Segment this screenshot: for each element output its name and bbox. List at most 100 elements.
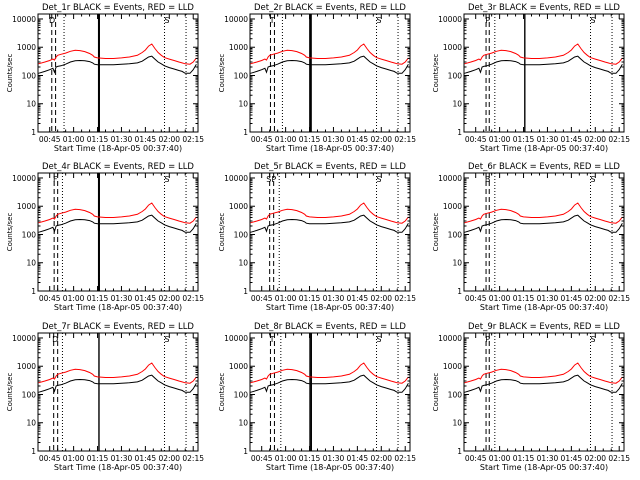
- y-tick-label: 10: [452, 419, 462, 428]
- x-tick-label: 01:15: [513, 454, 535, 463]
- plot-area: [38, 14, 197, 132]
- x-tick-label: 01:30: [537, 454, 559, 463]
- x-tick-label: 01:45: [347, 454, 369, 463]
- x-axis-label: Start Time (18-Apr-05 00:37:40): [480, 144, 608, 153]
- y-axis-label: Counts/sec: [432, 373, 440, 412]
- x-tick-label: 01:30: [323, 135, 345, 144]
- y-tick-label: 10000: [438, 15, 462, 24]
- event-marker-label: T: [269, 16, 275, 25]
- x-tick-label: 01:00: [275, 135, 297, 144]
- plot-area: [38, 333, 197, 451]
- plot-frame: [249, 13, 411, 133]
- x-tick-label: 01:30: [323, 294, 345, 303]
- y-tick-label: 100: [448, 71, 463, 80]
- series-line-events: [250, 214, 409, 233]
- plot-frame: [249, 332, 411, 452]
- x-tick-label: 01:45: [347, 135, 369, 144]
- y-tick-label: 100: [234, 71, 249, 80]
- series-line-lld: [250, 362, 409, 384]
- x-tick-label: 01:45: [135, 454, 157, 463]
- x-tick-label: 01:15: [299, 135, 321, 144]
- series-line-lld: [38, 362, 197, 384]
- x-tick-label: 02:15: [182, 135, 204, 144]
- series-line-events: [38, 214, 197, 233]
- y-tick-label: 10000: [12, 174, 36, 183]
- plot-frame: [463, 13, 625, 133]
- x-tick-label: 02:00: [584, 454, 606, 463]
- x-tick-label: 02:00: [584, 294, 606, 303]
- plot-area: [250, 333, 409, 451]
- chart-title: Det_3r BLACK = Events, RED = LLD: [468, 3, 620, 13]
- x-tick-label: 00:45: [251, 454, 273, 463]
- x-tick-label: 01:00: [63, 454, 85, 463]
- event-marker-label: D: [49, 16, 55, 25]
- y-tick-label: 1: [243, 447, 248, 456]
- x-tick-label: 01:15: [87, 294, 109, 303]
- x-axis-label: Start Time (18-Apr-05 00:37:40): [54, 303, 182, 312]
- x-tick-label: 01:45: [561, 135, 583, 144]
- y-axis-label: Counts/sec: [218, 213, 226, 252]
- x-tick-label: 01:45: [561, 294, 583, 303]
- plot-area: [250, 173, 409, 291]
- x-tick-label: 01:30: [111, 454, 133, 463]
- plot-area: [464, 14, 623, 132]
- x-tick-label: 00:45: [465, 294, 487, 303]
- y-tick-label: 1000: [17, 362, 36, 371]
- y-axis-label: Counts/sec: [6, 54, 14, 93]
- x-tick-label: 02:00: [370, 135, 392, 144]
- x-axis-label: Start Time (18-Apr-05 00:37:40): [266, 303, 394, 312]
- x-tick-label: 01:00: [489, 294, 511, 303]
- x-tick-label: 01:15: [513, 135, 535, 144]
- plot-area: [38, 173, 197, 291]
- event-marker-label: S: [376, 335, 381, 344]
- y-axis-label: Counts/sec: [218, 373, 226, 412]
- y-tick-label: 10: [452, 100, 462, 109]
- x-tick-label: 00:45: [251, 135, 273, 144]
- chart-title: Det_4r BLACK = Events, RED = LLD: [42, 162, 194, 172]
- y-tick-label: 100: [234, 230, 249, 239]
- y-tick-label: 10000: [224, 174, 248, 183]
- x-tick-label: 01:00: [275, 294, 297, 303]
- chart-title: Det_9r BLACK = Events, RED = LLD: [468, 322, 620, 332]
- y-tick-label: 1: [457, 287, 462, 296]
- y-tick-label: 1: [31, 128, 36, 137]
- chart-title: Det_5r BLACK = Events, RED = LLD: [254, 162, 406, 172]
- x-tick-label: 02:00: [370, 294, 392, 303]
- series-line-lld: [464, 202, 623, 224]
- y-tick-label: 100: [448, 390, 463, 399]
- y-tick-label: 10: [26, 419, 36, 428]
- x-tick-label: 01:00: [489, 135, 511, 144]
- series-line-events: [250, 374, 409, 393]
- series-line-events: [464, 214, 623, 233]
- y-tick-label: 1000: [443, 43, 462, 52]
- plot-frame: [249, 172, 411, 292]
- x-tick-label: 01:45: [135, 294, 157, 303]
- series-line-events: [250, 55, 409, 74]
- event-marker-label: F: [53, 175, 58, 184]
- y-tick-label: 1000: [229, 362, 248, 371]
- y-axis-label: Counts/sec: [432, 54, 440, 93]
- x-tick-label: 02:00: [158, 135, 180, 144]
- y-tick-label: 1: [243, 128, 248, 137]
- x-tick-label: 00:45: [39, 294, 61, 303]
- x-axis-label: Start Time (18-Apr-05 00:37:40): [54, 463, 182, 472]
- y-tick-label: 100: [22, 230, 37, 239]
- x-tick-label: 01:00: [63, 294, 85, 303]
- x-tick-label: 01:15: [87, 454, 109, 463]
- series-line-events: [38, 55, 197, 74]
- chart-title: Det_8r BLACK = Events, RED = LLD: [254, 322, 406, 332]
- event-marker-label: SP: [266, 175, 276, 184]
- x-tick-label: 01:30: [323, 454, 345, 463]
- x-tick-label: 02:00: [158, 454, 180, 463]
- x-tick-label: 01:30: [111, 135, 133, 144]
- event-marker-label: S: [590, 335, 595, 344]
- x-axis-label: Start Time (18-Apr-05 00:37:40): [266, 463, 394, 472]
- x-tick-label: 02:00: [584, 135, 606, 144]
- event-marker-label: P: [485, 335, 490, 344]
- x-tick-label: 00:45: [39, 135, 61, 144]
- y-tick-label: 10: [26, 100, 36, 109]
- x-tick-label: 00:45: [465, 454, 487, 463]
- x-axis-label: Start Time (18-Apr-05 00:37:40): [480, 303, 608, 312]
- x-tick-label: 01:45: [135, 135, 157, 144]
